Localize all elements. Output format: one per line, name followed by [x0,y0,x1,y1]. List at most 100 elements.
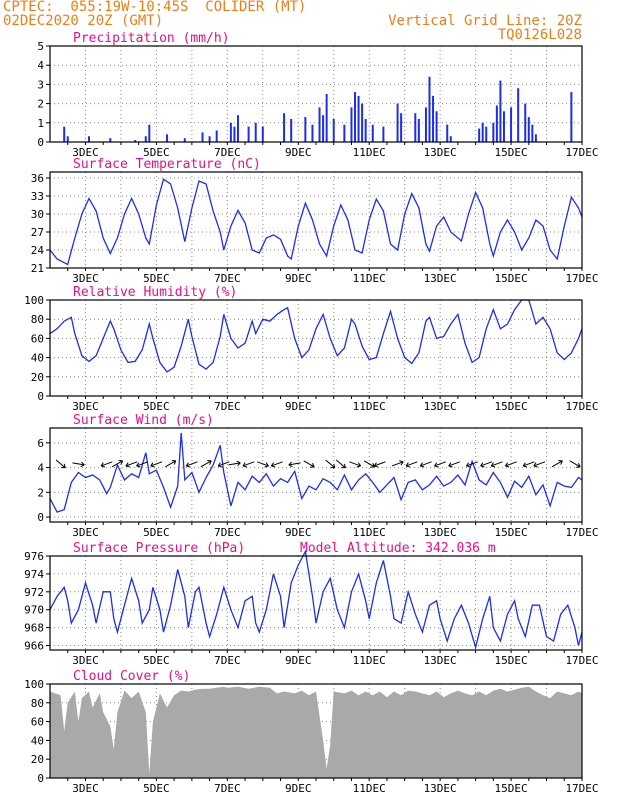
y-tick-label: 21 [31,262,44,275]
precip-bar [261,126,264,142]
precip-bar [88,136,91,142]
wind-line [49,432,583,513]
x-tick-label: 15DEC [495,526,528,539]
y-tick-label: 80 [31,313,44,326]
precip-bar [502,111,505,142]
panel-frame [49,171,583,269]
precip-bar [492,122,495,142]
y-tick-label: 100 [24,294,44,307]
precip-bar [109,138,112,142]
wind-panel: 0 2 4 6 3DEC 5DEC 7DEC 9DEC 11DEC 13DEC 15DEC 17DEC… [37,413,598,539]
y-tick-label: 24 [31,244,45,257]
precip-bar [417,118,420,142]
header-line1-left: CPTEC: 055:19W-10:45S COLIDER (MT) [3,0,307,15]
x-tick-label: 3DEC [72,272,99,285]
x-tick-label: 17DEC [565,400,598,413]
y-tick-label: 970 [24,604,44,617]
y-tick-label: 3 [37,78,44,91]
precip-bar [322,115,325,142]
wind-arrow [466,461,478,468]
x-tick-label: 3DEC [72,146,99,159]
x-tick-label: 15DEC [495,400,528,413]
precip-bar [424,107,427,142]
wind-arrow [200,459,212,468]
x-tick-label: 7DEC [214,526,241,539]
precip-bar [134,140,137,142]
wind-arrow [125,461,138,468]
x-tick-label: 7DEC [214,782,241,795]
cloud-area [50,686,582,778]
x-tick-label: 9DEC [285,272,312,285]
precip-bar [481,122,484,142]
x-tick-label: 13DEC [424,782,457,795]
x-tick-label: 9DEC [285,400,312,413]
y-tick-label: 968 [24,622,44,635]
x-tick-label: 7DEC [214,272,241,285]
precip-bar [343,124,346,142]
panel-frame [49,299,583,397]
precip-bar [208,136,211,142]
x-tick-label: 3DEC [72,526,99,539]
precip-bar [361,103,364,142]
x-tick-label: 13DEC [424,400,457,413]
x-tick-label: 17DEC [565,146,598,159]
precip-bar [247,126,250,142]
precip-bar [478,128,481,142]
precip-bar [166,134,169,142]
precip-bar [527,117,530,142]
x-tick-label: 9DEC [285,526,312,539]
temp-panel: 21 24 27 30 33 36 3DEC 5DEC 7DEC 9DEC 11DEC 13DEC 15… [31,157,599,285]
x-tick-label: 9DEC [285,654,312,667]
y-tick-label: 2 [37,486,44,499]
x-tick-label: 3DEC [72,782,99,795]
x-tick-label: 7DEC [214,654,241,667]
x-tick-label: 11DEC [353,526,386,539]
y-tick-label: 30 [31,208,44,221]
x-tick-label: 15DEC [495,654,528,667]
precip-bar [510,107,513,142]
wind-arrow [569,460,581,468]
precip-bar [396,103,399,142]
precip-bar [354,92,357,142]
x-tick-label: 3DEC [72,654,99,667]
wind-arrow [448,461,461,468]
rh-panel: 0 20 40 60 80 100 3DEC 5DEC 7DEC 9DEC 11DEC 13DEC 15… [24,285,598,413]
wind-arrow [522,461,535,468]
cloud-panel: 0 20 40 60 80 100 3DEC 5DEC 7DEC 9DEC 11DEC 13DEC 15… [24,669,598,795]
wind-arrow [363,460,375,468]
wind-arrow [405,461,418,468]
y-tick-label: 966 [24,640,44,653]
wind-arrow [136,461,149,468]
y-tick-label: 4 [37,59,44,72]
precip-bar [531,124,534,142]
precip-bar [449,136,452,142]
x-tick-label: 17DEC [565,526,598,539]
y-tick-label: 6 [37,437,44,450]
y-tick-label: 60 [31,716,44,729]
y-tick-label: 100 [24,678,44,691]
precip-bar [517,88,520,142]
y-tick-label: 0 [37,511,44,524]
wind-arrow [335,459,346,469]
x-tick-label: 9DEC [285,782,312,795]
y-tick-label: 976 [24,550,44,563]
wind-arrow [480,461,493,468]
y-tick-label: 27 [31,226,44,239]
wind-arrow [55,459,66,469]
precip-bar [570,92,573,142]
header-line2-left: 02DEC2020 20Z (GMT) [3,13,164,29]
temp-title: Surface Temperature (nC) [73,157,261,172]
x-tick-label: 11DEC [353,146,386,159]
precip-bar [229,122,232,142]
wind-arrow [373,461,386,468]
header-line2-right: TQ0126L028 [497,27,582,43]
precip-bar [283,113,286,142]
precip-bar [215,130,218,142]
y-tick-label: 33 [31,190,44,203]
x-tick-label: 5DEC [143,526,170,539]
wind-arrow [391,460,404,467]
y-tick-label: 36 [31,172,44,185]
precip-bar [432,95,435,142]
precip-bar [236,115,239,142]
precip-bar [318,107,321,142]
